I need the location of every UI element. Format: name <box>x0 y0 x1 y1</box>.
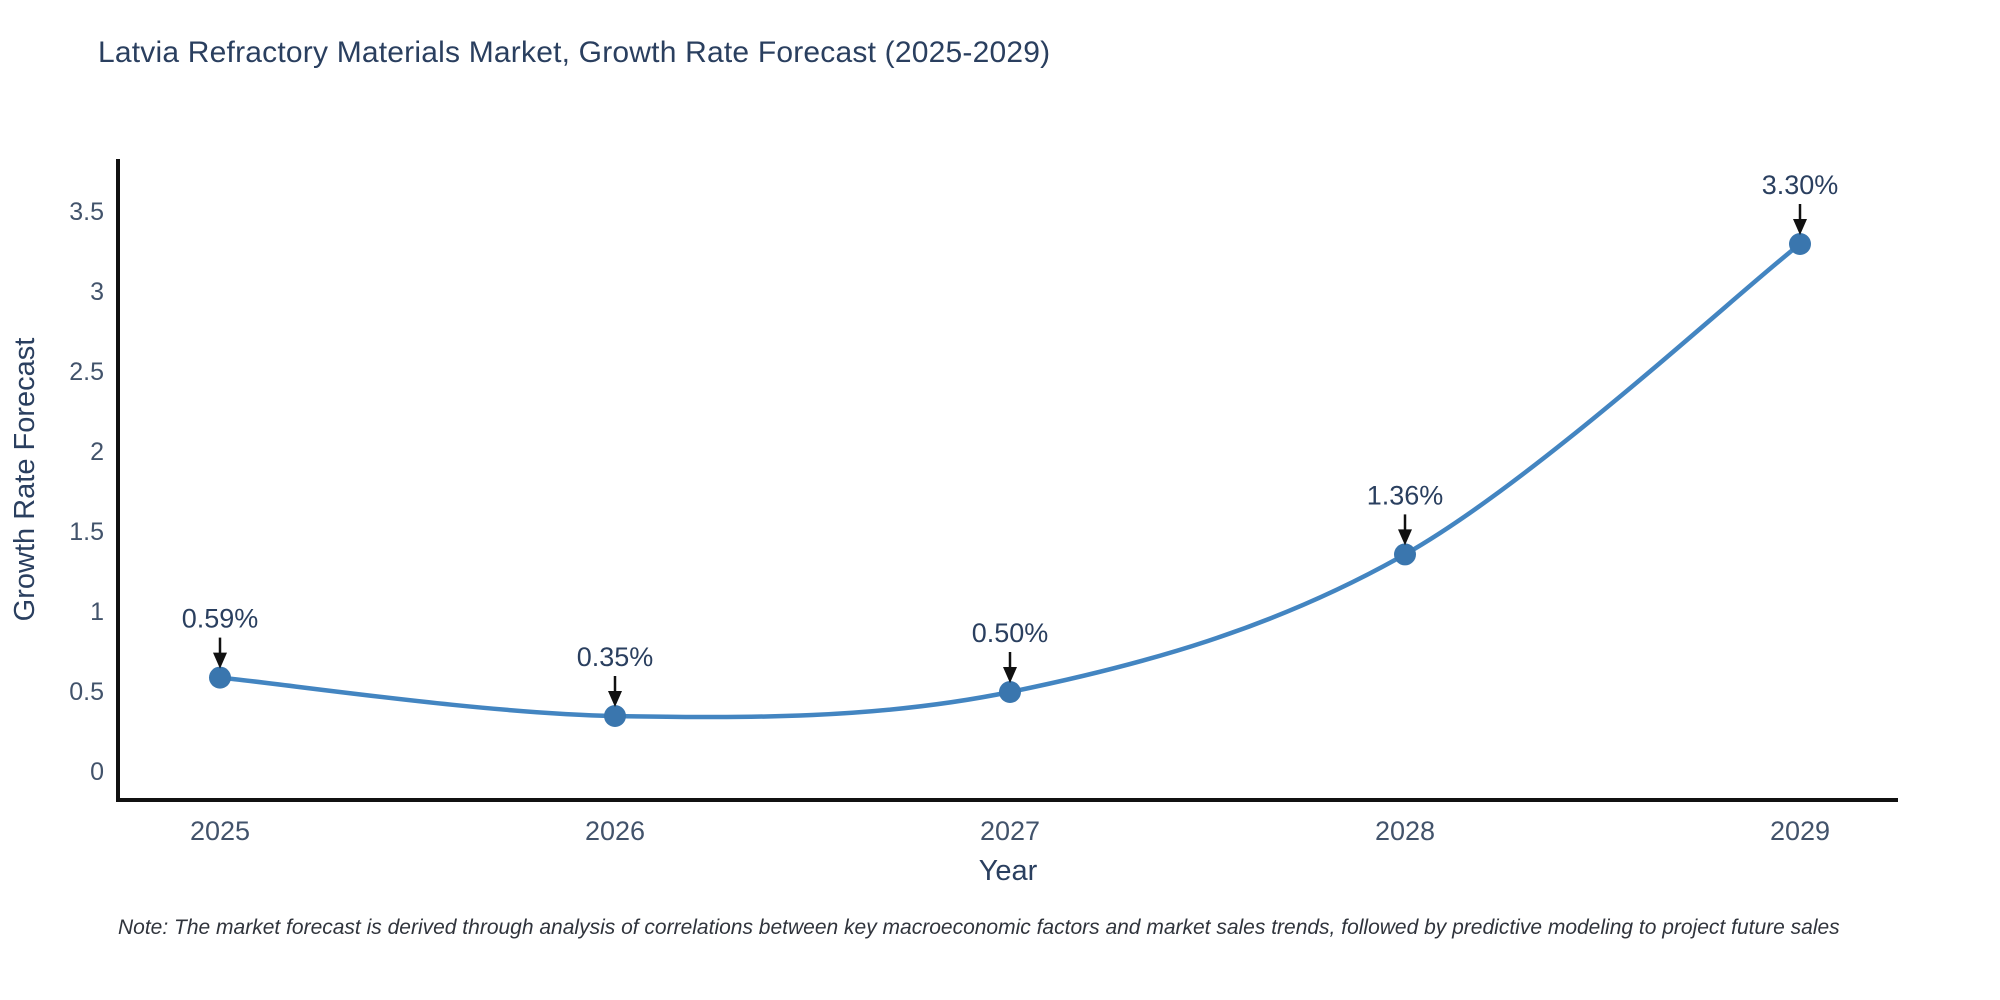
data-point-label: 3.30% <box>1762 170 1839 200</box>
x-tick-label: 2025 <box>190 816 250 846</box>
x-tick-label: 2028 <box>1375 816 1435 846</box>
footnote-text: Note: The market forecast is derived thr… <box>118 916 1840 939</box>
trend-line <box>217 241 1803 720</box>
y-tick-label: 1 <box>90 598 104 626</box>
data-point-marker <box>1394 543 1416 566</box>
y-tick-label: 3.5 <box>69 198 104 226</box>
x-axis-title: Year <box>979 855 1038 887</box>
y-tick-label: 1.5 <box>69 518 104 546</box>
data-point-marker <box>999 681 1021 703</box>
annotation-arrow-head <box>213 652 227 669</box>
y-tick-label: 2.5 <box>69 358 104 386</box>
annotation-arrow-head <box>1793 219 1807 235</box>
y-tick-label: 2 <box>90 438 104 466</box>
y-tick-label: 0.5 <box>69 678 104 706</box>
x-tick-label: 2027 <box>980 816 1040 846</box>
annotation-arrow-head <box>608 691 622 707</box>
data-point-label: 0.35% <box>577 642 654 672</box>
annotation-arrow-head <box>1398 529 1412 546</box>
x-tick-label: 2029 <box>1770 816 1830 846</box>
data-point-label: 0.59% <box>182 604 259 634</box>
y-tick-label: 0 <box>90 758 104 786</box>
annotation-arrow-head <box>1003 667 1017 683</box>
y-axis-title: Growth Rate Forecast <box>9 338 41 622</box>
chart-title: Latvia Refractory Materials Market, Grow… <box>98 36 1051 69</box>
data-point-marker <box>1789 233 1811 255</box>
data-point-label: 1.36% <box>1367 480 1444 510</box>
y-tick-label: 3 <box>90 278 104 306</box>
data-point-marker <box>604 705 626 727</box>
data-point-marker <box>209 666 231 689</box>
data-point-label: 0.50% <box>972 618 1049 648</box>
x-tick-label: 2026 <box>585 816 645 846</box>
